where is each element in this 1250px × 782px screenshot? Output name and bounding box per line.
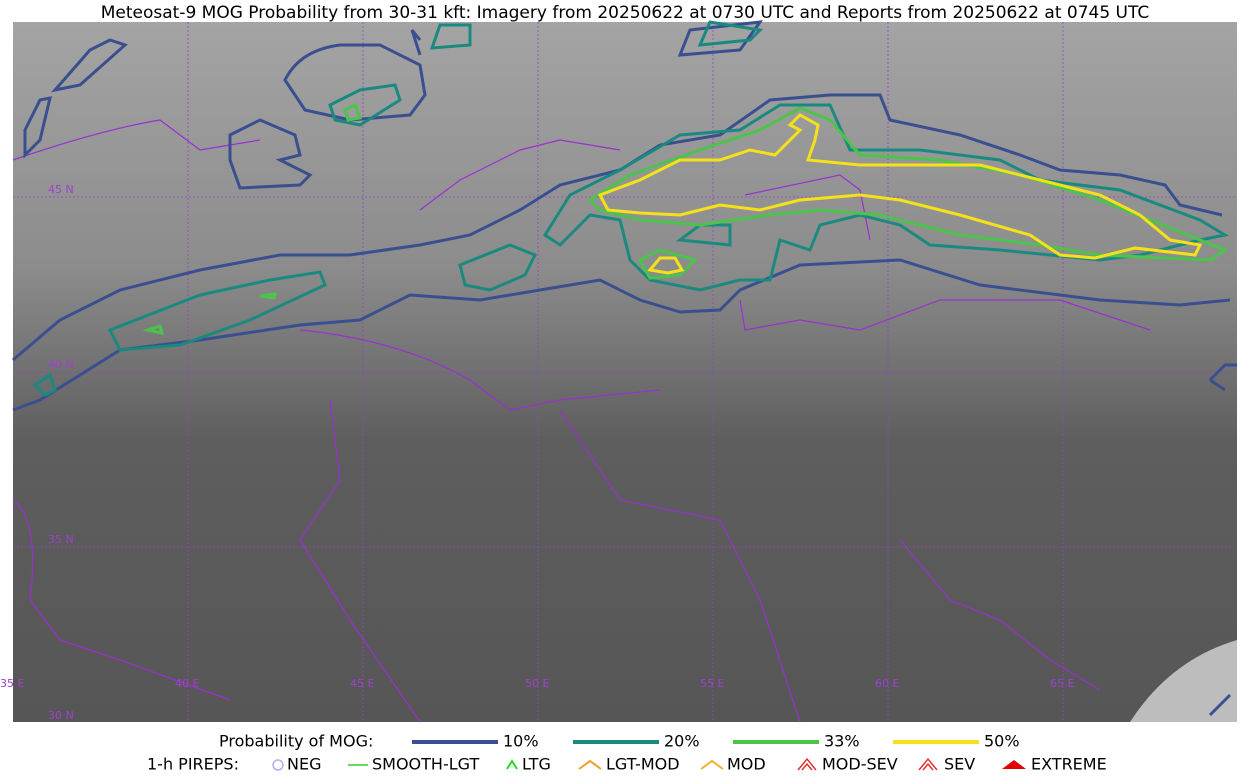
legend-heading: Probability of MOG: (219, 732, 373, 751)
borders (12, 119, 1151, 723)
legend-label: 20% (664, 732, 700, 751)
legend-label: SMOOTH-LGT (372, 755, 479, 774)
legend-label: LTG (522, 755, 551, 774)
lon-label: 50 E (525, 677, 549, 690)
legend-icon (578, 759, 602, 770)
legend-label: SEV (944, 755, 975, 774)
legend-label: MOD (727, 755, 766, 774)
lon-label: 60 E (875, 677, 899, 690)
legend: 10% 20% 33% 50% NEG SMOOTH-LGT LTG LGT-MOD MOD MO… (272, 732, 1107, 774)
legend-label: LGT-MOD (606, 755, 680, 774)
lat-label: 35 N (48, 533, 74, 546)
lon-label: 40 E (175, 677, 199, 690)
contours (12, 20, 1237, 717)
lat-label: 30 N (48, 709, 74, 722)
lon-label: 45 E (350, 677, 374, 690)
legend-icon (700, 759, 724, 770)
legend-icon (918, 757, 938, 771)
cloud (1130, 640, 1237, 722)
lon-label: 55 E (700, 677, 724, 690)
legend-label: MOD-SEV (822, 755, 898, 774)
legend-label: EXTREME (1031, 755, 1107, 774)
lat-label: 40 N (48, 358, 74, 371)
legend-label: 33% (824, 732, 860, 751)
legend-label: 10% (503, 732, 539, 751)
map: 45 N 40 N 35 N 30 N 35 E 40 E 45 E 50 E … (0, 20, 1237, 723)
legend-heading: 1-h PIREPS: (147, 755, 239, 774)
lon-label: 35 E (0, 677, 24, 690)
legend-icon (506, 759, 518, 770)
legend-icon (797, 757, 817, 771)
legend-icon (1002, 760, 1026, 769)
lon-label: 65 E (1050, 677, 1074, 690)
lat-label: 45 N (48, 183, 74, 196)
title: Meteosat-9 MOG Probability from 30-31 kf… (101, 3, 1150, 23)
legend-icon (272, 759, 284, 771)
legend-label: NEG (287, 755, 321, 774)
legend-label: 50% (984, 732, 1020, 751)
graticule (13, 22, 1237, 722)
